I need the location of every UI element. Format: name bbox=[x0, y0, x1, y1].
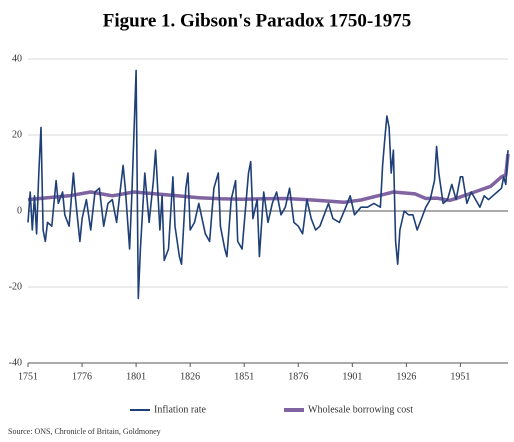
x-tick-label: 1801 bbox=[126, 371, 146, 382]
y-tick-label: -20 bbox=[9, 281, 22, 292]
y-tick-label: -40 bbox=[9, 357, 22, 368]
x-tick-label: 1851 bbox=[234, 371, 254, 382]
x-tick-label: 1826 bbox=[180, 371, 200, 382]
x-tick-label: 1901 bbox=[342, 371, 362, 382]
y-tick-label: 0 bbox=[17, 205, 22, 216]
x-tick-label: 1926 bbox=[396, 371, 416, 382]
source: Source: ONS, Chronicle of Britain, Goldm… bbox=[8, 427, 161, 436]
series-line bbox=[27, 69, 509, 300]
x-tick-label: 1751 bbox=[18, 371, 38, 382]
legend-label: Wholesale borrowing cost bbox=[308, 404, 413, 415]
x-tick-label: 1776 bbox=[72, 371, 92, 382]
y-tick-label: 20 bbox=[12, 129, 22, 140]
x-tick-label: 1876 bbox=[288, 371, 308, 382]
series-line bbox=[27, 153, 510, 205]
y-tick-label: 40 bbox=[12, 53, 22, 64]
x-tick-label: 1951 bbox=[450, 371, 470, 382]
legend-label: Inflation rate bbox=[154, 404, 206, 415]
chart-title: Figure 1. Gibson's Paradox 1750-1975 bbox=[103, 10, 411, 31]
